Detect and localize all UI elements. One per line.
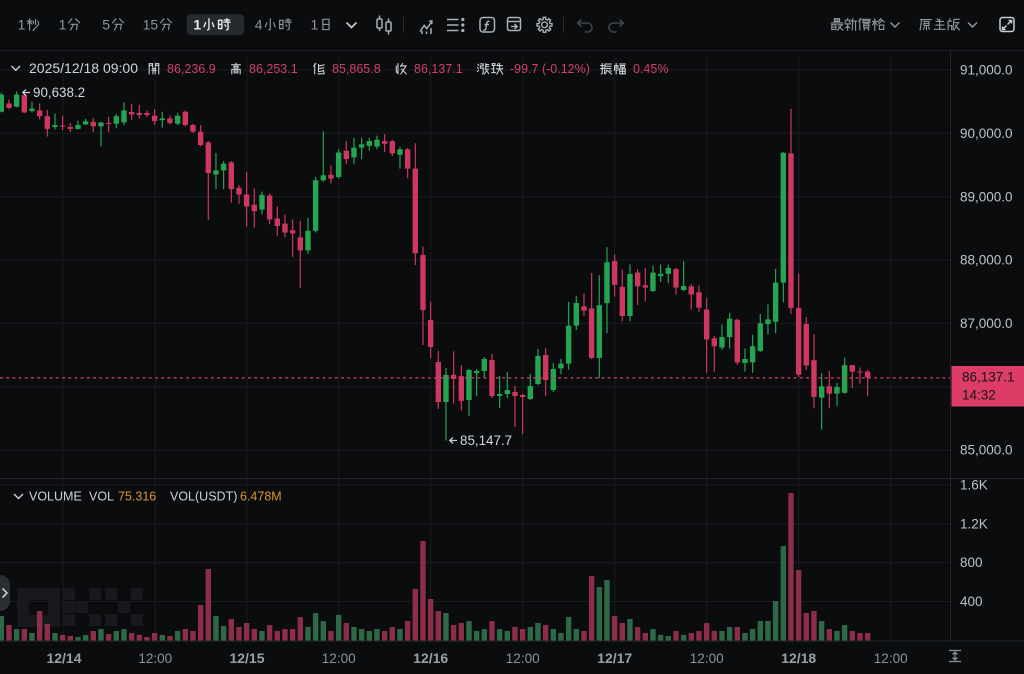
svg-text:12/16: 12/16	[413, 650, 448, 666]
svg-text:1.2K: 1.2K	[960, 516, 988, 531]
svg-text:86,253.1: 86,253.1	[249, 62, 298, 76]
svg-text:14:32: 14:32	[962, 388, 996, 403]
svg-text:90,000.0: 90,000.0	[960, 126, 1013, 141]
svg-text:2025/12/18 09:00: 2025/12/18 09:00	[29, 60, 138, 76]
svg-text:1: 1	[18, 17, 26, 33]
svg-text:86,236.9: 86,236.9	[167, 62, 216, 76]
svg-text:85,147.7: 85,147.7	[460, 433, 512, 448]
svg-text:12/15: 12/15	[229, 650, 264, 666]
svg-text:12/18: 12/18	[781, 650, 816, 666]
svg-text:1: 1	[59, 17, 67, 33]
svg-text:86,137.1: 86,137.1	[962, 370, 1015, 385]
svg-text:86,137.1: 86,137.1	[414, 62, 463, 76]
svg-text:1: 1	[193, 17, 201, 33]
svg-text:12/17: 12/17	[597, 650, 632, 666]
svg-text:400: 400	[960, 594, 983, 609]
svg-text:VOLUME: VOLUME	[29, 490, 82, 504]
svg-text:-99.7 (-0.12%): -99.7 (-0.12%)	[510, 62, 590, 76]
svg-text:800: 800	[960, 555, 983, 570]
svg-text:15: 15	[143, 17, 159, 33]
svg-text:12:00: 12:00	[874, 651, 908, 666]
svg-text:4: 4	[255, 17, 263, 33]
svg-text:85,865.8: 85,865.8	[332, 62, 381, 76]
svg-text:88,000.0: 88,000.0	[960, 253, 1013, 268]
svg-text:12:00: 12:00	[322, 651, 356, 666]
svg-text:6.478M: 6.478M	[240, 490, 282, 504]
svg-text:75.316: 75.316	[118, 490, 156, 504]
svg-text:0.45%: 0.45%	[633, 62, 668, 76]
svg-text:12/14: 12/14	[46, 650, 81, 666]
svg-text:87,000.0: 87,000.0	[960, 316, 1013, 331]
svg-text:12:00: 12:00	[690, 651, 724, 666]
svg-text:89,000.0: 89,000.0	[960, 189, 1013, 204]
svg-text:12:00: 12:00	[506, 651, 540, 666]
svg-text:5: 5	[102, 17, 110, 33]
svg-text:1: 1	[311, 17, 319, 33]
svg-text:VOL: VOL	[89, 490, 114, 504]
svg-text:VOL(USDT): VOL(USDT)	[170, 490, 237, 504]
svg-text:91,000.0: 91,000.0	[960, 63, 1013, 78]
svg-text:12:00: 12:00	[138, 651, 172, 666]
svg-text:1.6K: 1.6K	[960, 477, 988, 492]
svg-text:90,638.2: 90,638.2	[33, 85, 85, 100]
svg-text:85,000.0: 85,000.0	[960, 443, 1013, 458]
